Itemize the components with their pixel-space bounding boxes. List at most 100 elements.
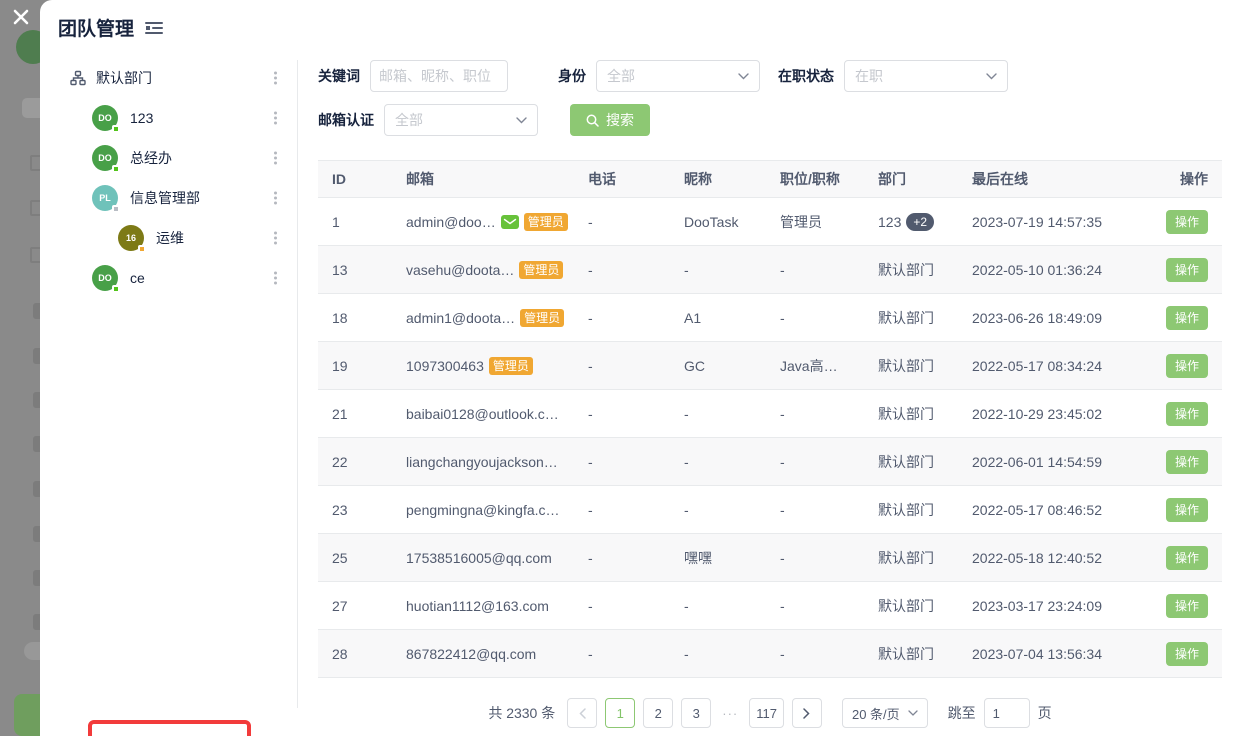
search-icon [586, 114, 599, 127]
more-options-icon[interactable] [270, 188, 281, 209]
cell-last-online: 2022-05-17 08:34:24 [972, 357, 1102, 374]
row-action-button[interactable]: 操作 [1165, 545, 1208, 570]
pagination-bar: 共 2330 条 123 ··· 117 20 条/页 跳至 页 [318, 698, 1222, 728]
cell-nickname: - [684, 405, 689, 422]
chevron-down-icon [738, 72, 749, 79]
cell-phone: - [588, 309, 593, 326]
row-action-button[interactable]: 操作 [1165, 497, 1208, 522]
row-action-button[interactable]: 操作 [1165, 353, 1208, 378]
page-size-select[interactable]: 20 条/页 [841, 698, 928, 728]
collapse-menu-icon[interactable] [144, 20, 164, 36]
row-action-button[interactable]: 操作 [1165, 401, 1208, 426]
department-avatar: DO [92, 265, 120, 293]
search-button[interactable]: 搜索 [570, 104, 650, 136]
sidebar-item-department[interactable]: DO 总经办 [40, 138, 297, 178]
cell-position: Java高… [780, 357, 838, 374]
keyword-input[interactable] [370, 60, 508, 92]
column-header: 操作 [1180, 171, 1208, 187]
department-avatar: 16 [118, 225, 146, 253]
chevron-down-icon [516, 116, 527, 123]
next-page-button[interactable] [791, 698, 822, 728]
cell-actions: 操作 [1150, 449, 1222, 474]
email-verify-select[interactable]: 全部 [384, 104, 538, 136]
keyword-label: 关键词 [318, 68, 360, 84]
cell-department: 默认部门 [878, 501, 934, 518]
chevron-down-icon [986, 72, 997, 79]
cell-position: - [780, 597, 785, 614]
sidebar-item-department[interactable]: DO ce [40, 258, 297, 298]
table-body: 1 admin@doo… 管理员 - DooTask 管理员 123 +2 2023-07-19… [318, 198, 1222, 678]
presence-badge [112, 285, 120, 293]
table-row: 25 17538516005@qq.com - 嘿嘿 - 默认部门 2022-05-18 1… [318, 534, 1222, 582]
identity-label: 身份 [558, 68, 586, 84]
prev-page-button[interactable] [567, 698, 598, 728]
total-count-label: 共 2330 条 [488, 705, 556, 721]
cell-last-online: 2022-06-01 14:54:59 [972, 453, 1102, 470]
cell-position: - [780, 453, 785, 470]
table-row: 19 1097300463 管理员 - GC Java高… 默认部门 2022-05-17 0… [318, 342, 1222, 390]
row-action-button[interactable]: 操作 [1165, 209, 1208, 234]
email-text: pengmingna@kingfa.c… [406, 501, 560, 518]
page-ellipsis: ··· [722, 705, 739, 721]
cell-position: - [780, 309, 785, 326]
page-button-117[interactable]: 117 [749, 698, 784, 728]
close-icon[interactable] [9, 5, 33, 29]
table-row: 22 liangchangyoujackson… - - - 默认部门 2022-06-01… [318, 438, 1222, 486]
sidebar-item-label: 默认部门 [96, 70, 152, 86]
cell-department: 123 +2 [870, 212, 964, 231]
extra-departments-badge: +2 [906, 212, 935, 231]
more-options-icon[interactable] [270, 148, 281, 169]
modal-header: 团队管理 [58, 14, 164, 41]
chevron-left-icon [579, 707, 586, 719]
sidebar-item-root-department[interactable]: 默认部门 [40, 58, 297, 98]
admin-badge: 管理员 [523, 212, 568, 231]
more-options-icon[interactable] [270, 228, 281, 249]
sidebar-item-department[interactable]: PL 信息管理部 [40, 178, 297, 218]
member-list-panel: 关键词 身份 全部 在职状态 在职 邮箱认证 全部 [318, 60, 1222, 728]
row-action-button[interactable]: 操作 [1165, 593, 1208, 618]
cell-nickname: - [684, 597, 689, 614]
cell-actions: 操作 [1150, 305, 1222, 330]
status-value: 在职 [855, 68, 883, 84]
row-action-button[interactable]: 操作 [1165, 641, 1208, 666]
cell-last-online: 2023-07-04 13:56:34 [972, 645, 1102, 662]
cell-id: 23 [332, 501, 348, 518]
more-options-icon[interactable] [270, 108, 281, 129]
search-button-label: 搜索 [606, 112, 634, 128]
cell-phone: - [588, 357, 593, 374]
row-action-button[interactable]: 操作 [1165, 305, 1208, 330]
jump-to-label: 跳至 [947, 705, 976, 721]
page-button-1[interactable]: 1 [605, 698, 636, 728]
jump-to-input[interactable] [983, 698, 1030, 728]
member-table: ID 邮箱 电话 昵称 职位/职称 部门 最后在线 操作 1 admin@doo… 管理员 - Doo… [318, 160, 1222, 678]
identity-select[interactable]: 全部 [596, 60, 760, 92]
status-label: 在职状态 [778, 68, 834, 84]
admin-badge: 管理员 [488, 356, 533, 375]
table-row: 1 admin@doo… 管理员 - DooTask 管理员 123 +2 2023-07-19… [318, 198, 1222, 246]
more-options-icon[interactable] [270, 68, 281, 89]
row-action-button[interactable]: 操作 [1165, 449, 1208, 474]
table-row: 28 867822412@qq.com - - - 默认部门 2023-07-04 13:5… [318, 630, 1222, 678]
sidebar-item-label: ce [130, 270, 145, 286]
department-avatar: DO [92, 105, 120, 133]
sidebar-item-department[interactable]: DO 123 [40, 98, 297, 138]
cell-email: 1097300463 管理员 [398, 356, 580, 375]
cell-id: 18 [332, 309, 348, 326]
status-select[interactable]: 在职 [844, 60, 1008, 92]
cell-email: vasehu@doota… 管理员 [398, 260, 580, 279]
cell-position: - [780, 549, 785, 566]
cell-email: pengmingna@kingfa.c… [398, 502, 580, 518]
cell-nickname: - [684, 261, 689, 278]
cell-department: 默认部门 [878, 405, 934, 422]
column-header: 昵称 [684, 171, 712, 187]
email-text: admin@doo… [406, 213, 496, 230]
cell-email: huotian1112@163.com [398, 598, 580, 614]
page-button-3[interactable]: 3 [681, 698, 712, 728]
more-options-icon[interactable] [270, 268, 281, 289]
page-button-2[interactable]: 2 [643, 698, 674, 728]
cell-position: - [780, 645, 785, 662]
sidebar-item-department[interactable]: 16 运维 [40, 218, 297, 258]
row-action-button[interactable]: 操作 [1165, 257, 1208, 282]
sidebar-item-label: 123 [130, 110, 154, 126]
column-header: 邮箱 [406, 171, 434, 187]
